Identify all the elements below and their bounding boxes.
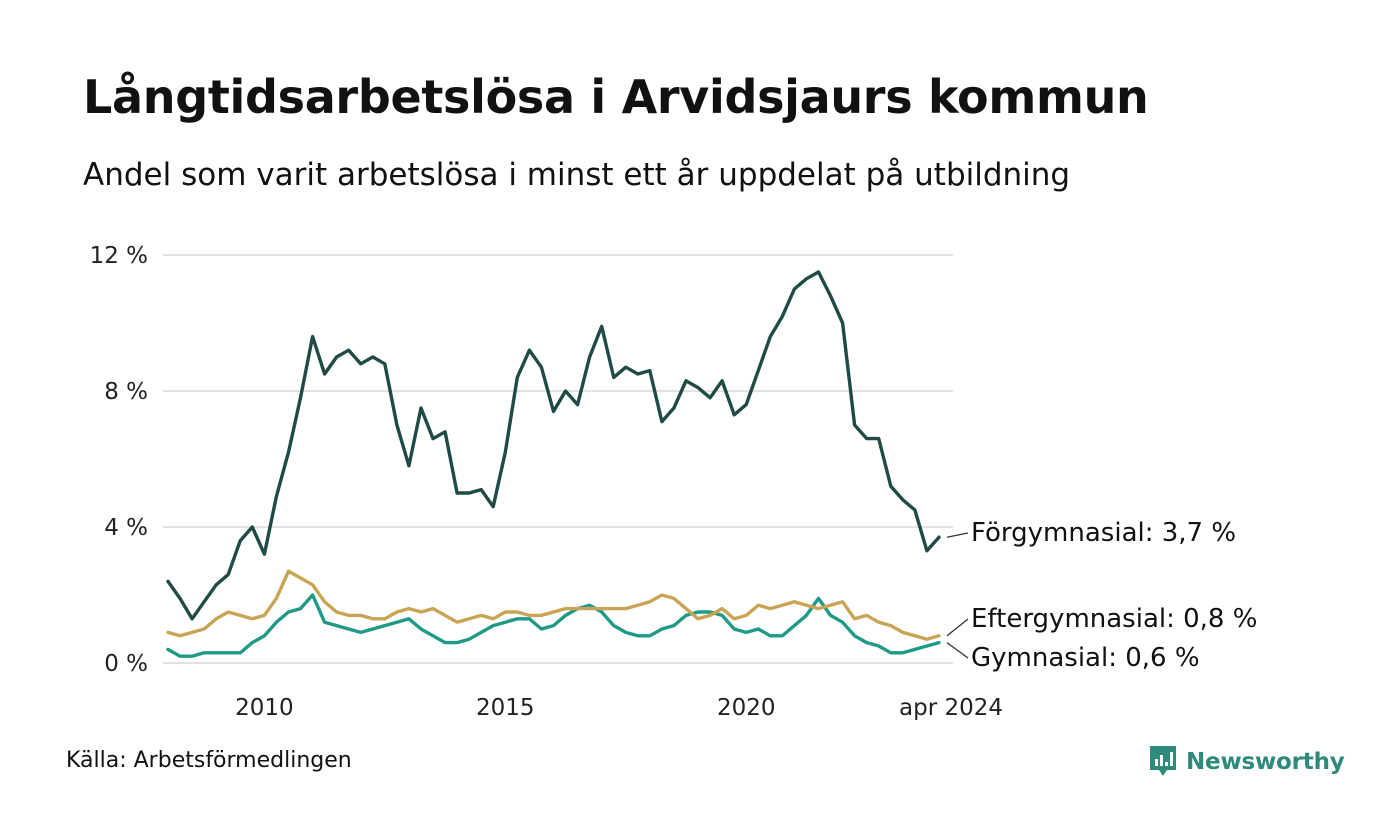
series-label-förgymnasial: Förgymnasial: 3,7 %: [971, 518, 1236, 548]
source-note: Källa: Arbetsförmedlingen: [66, 748, 352, 773]
newsworthy-logo-icon: [1150, 746, 1176, 776]
label-leader-line: [946, 642, 969, 659]
y-tick-label: 4 %: [104, 515, 148, 541]
series-labels: Förgymnasial: 3,7 % Eftergymnasial: 0,8 %…: [946, 518, 1257, 673]
series-line-eftergymnasial: [166, 569, 941, 641]
gridlines: [163, 254, 953, 664]
brand-logo: Newsworthy: [1148, 744, 1345, 780]
series-lines: [166, 270, 941, 658]
x-axis: 2010 2015 2020 apr 2024: [235, 695, 1003, 721]
series-label-eftergymnasial: Eftergymnasial: 0,8 %: [971, 604, 1257, 634]
series-label-gymnasial: Gymnasial: 0,6 %: [971, 643, 1200, 673]
label-leader-line: [946, 532, 969, 538]
y-tick-label: 12 %: [90, 243, 148, 269]
y-axis: 0 % 4 % 8 % 12 %: [90, 243, 148, 677]
label-leader-line: [946, 618, 969, 637]
x-tick-label: 2010: [235, 695, 294, 721]
y-tick-label: 8 %: [104, 379, 148, 405]
series-line-förgymnasial: [166, 270, 941, 621]
x-tick-label: 2020: [717, 695, 776, 721]
chart-title: Långtidsarbetslösa i Arvidsjaurs kommun: [83, 70, 1149, 124]
x-tick-label: apr 2024: [899, 695, 1003, 721]
series-line-gymnasial: [166, 593, 941, 658]
chart-subtitle: Andel som varit arbetslösa i minst ett å…: [83, 157, 1071, 193]
brand-name: Newsworthy: [1186, 749, 1345, 775]
y-tick-label: 0 %: [104, 651, 148, 677]
x-tick-label: 2015: [476, 695, 535, 721]
